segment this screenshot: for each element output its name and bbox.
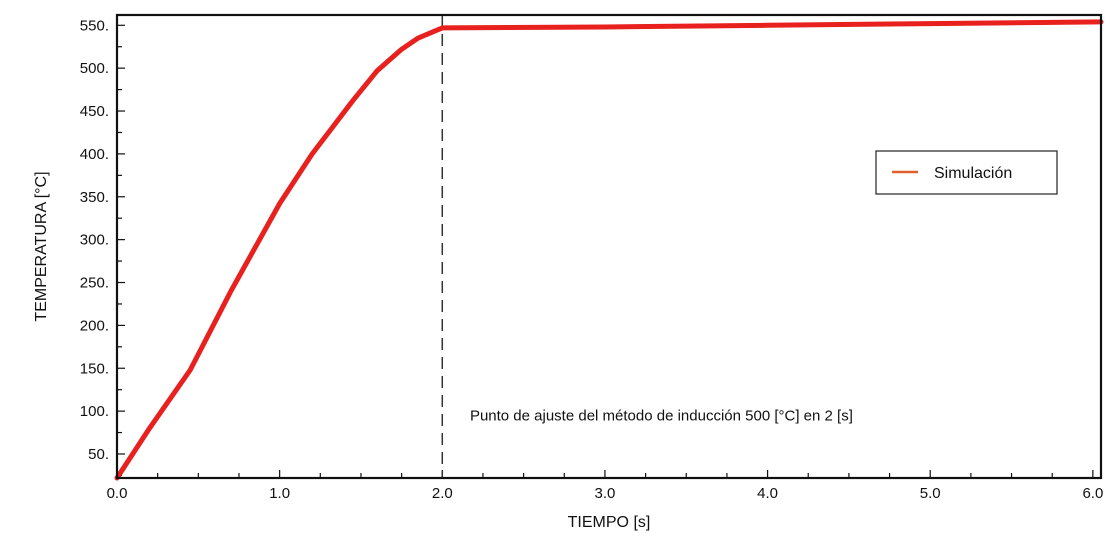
x-axis-ticks: 0.0 1.0 2.0 3.0 4.0 5.0 6.0 xyxy=(107,470,1103,502)
series-line-simulacion xyxy=(114,19,1104,481)
legend: Simulación xyxy=(875,150,1058,195)
y-tick-label: 550. xyxy=(80,17,109,34)
y-axis-ticks: 50. 100. 150. 200. 250. 300. 350. 400. 450. 500. 5… xyxy=(80,17,125,477)
x-tick-label: 3.0 xyxy=(595,485,616,502)
x-tick-label: 1.0 xyxy=(269,485,290,502)
y-tick-label: 500. xyxy=(80,60,109,77)
plot-frame xyxy=(115,13,1103,480)
x-tick-label: 0.0 xyxy=(107,485,128,502)
y-tick-label: 100. xyxy=(80,403,109,420)
y-tick-label: 350. xyxy=(80,189,109,206)
y-tick-label: 250. xyxy=(80,275,109,292)
y-tick-label: 200. xyxy=(80,317,109,334)
y-tick-label: 400. xyxy=(80,146,109,163)
legend-label-simulacion: Simulación xyxy=(934,165,1012,182)
y-axis-title: TEMPERATURA [°C] xyxy=(33,171,50,321)
y-tick-label: 300. xyxy=(80,232,109,249)
y-tick-label: 50. xyxy=(88,446,109,463)
y-tick-label: 450. xyxy=(80,103,109,120)
x-axis-title: TIEMPO [s] xyxy=(568,514,651,531)
x-tick-label: 5.0 xyxy=(920,485,941,502)
setpoint-annotation: Punto de ajuste del método de inducción … xyxy=(470,407,853,424)
x-tick-label: 2.0 xyxy=(432,485,453,502)
x-tick-label: 4.0 xyxy=(757,485,778,502)
x-tick-label: 6.0 xyxy=(1082,485,1103,502)
y-tick-label: 150. xyxy=(80,360,109,377)
